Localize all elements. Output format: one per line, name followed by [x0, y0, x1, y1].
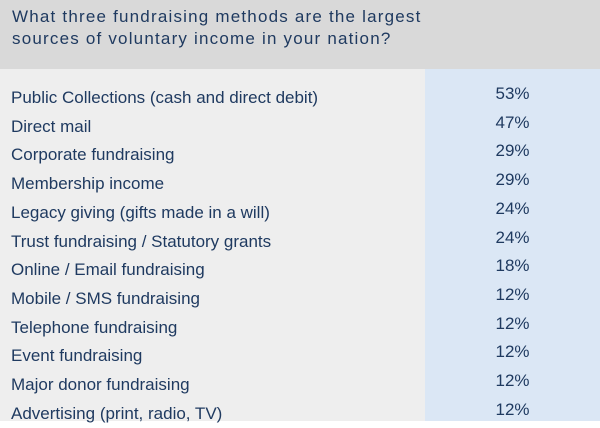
table-row: Telephone fundraising 12% [0, 314, 600, 342]
percentage-value: 24% [495, 227, 530, 247]
percentage-value: 12% [495, 399, 530, 419]
table-row: Mobile / SMS fundraising 12% [0, 285, 600, 313]
method-label: Mobile / SMS fundraising [11, 288, 200, 308]
percentage-value: 29% [495, 170, 530, 190]
question-line-2: sources of voluntary income in your nati… [12, 29, 392, 48]
method-label: Trust fundraising / Statutory grants [11, 231, 272, 251]
table-row: Direct mail 47% [0, 113, 600, 141]
method-label: Direct mail [11, 116, 92, 136]
question-header: What three fundraising methods are the l… [0, 0, 600, 69]
method-label: Major donor fundraising [11, 375, 190, 394]
percentage-value: 47% [495, 112, 530, 132]
percentage-value: 53% [495, 84, 530, 103]
table-row: Membership income 29% [0, 170, 600, 198]
percentage-value: 18% [495, 256, 530, 276]
method-label: Membership income [11, 174, 165, 194]
method-label: Advertising (print, radio, TV) [11, 403, 223, 423]
method-label: Legacy giving (gifts made in a will) [11, 202, 270, 222]
table-row: Public Collections (cash and direct debi… [0, 84, 600, 112]
table-row: Major donor fundraising 12% [0, 371, 600, 399]
method-label: Event fundraising [11, 346, 143, 366]
method-label: Online / Email fundraising [11, 260, 205, 280]
percentage-value: 24% [495, 198, 530, 218]
question-line-1: What three fundraising methods are the l… [12, 7, 422, 26]
table-row: Advertising (print, radio, TV) 12% [0, 400, 600, 428]
results-body: Public Collections (cash and direct debi… [0, 69, 600, 423]
table-row: Corporate fundraising 29% [0, 141, 600, 169]
percentage-value: 12% [495, 371, 530, 390]
percentage-column [425, 69, 600, 421]
method-label: Corporate fundraising [11, 145, 175, 165]
table-row: Online / Email fundraising 18% [0, 256, 600, 284]
percentage-value: 12% [495, 284, 530, 304]
percentage-value: 12% [495, 313, 530, 333]
percentage-value: 29% [495, 141, 530, 161]
method-column [0, 69, 425, 421]
table-row: Event fundraising 12% [0, 342, 600, 370]
table-row: Trust fundraising / Statutory grants 24% [0, 228, 600, 256]
method-label: Public Collections (cash and direct debi… [11, 88, 319, 107]
table-row: Legacy giving (gifts made in a will) 24% [0, 199, 600, 227]
method-label: Telephone fundraising [11, 317, 178, 337]
percentage-value: 12% [495, 342, 530, 362]
